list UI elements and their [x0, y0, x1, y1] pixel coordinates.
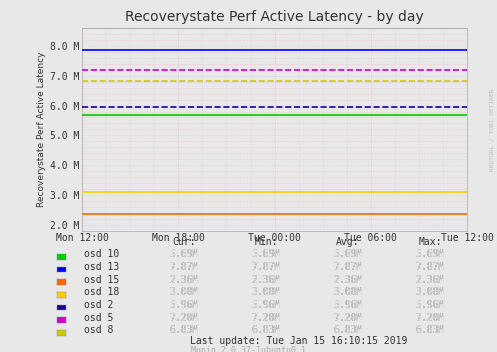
- Text: 5.69M: 5.69M: [251, 249, 281, 259]
- Title: Recoverystate Perf Active Latency - by day: Recoverystate Perf Active Latency - by d…: [125, 10, 424, 24]
- Text: 7.87M: 7.87M: [333, 262, 363, 272]
- Text: Avg:: Avg:: [336, 237, 360, 247]
- Text: 2.36M: 2.36M: [415, 275, 445, 285]
- Text: 3.08M: 3.08M: [169, 287, 199, 297]
- Text: Min:: Min:: [254, 237, 278, 247]
- Text: 7.20M: 7.20M: [251, 313, 281, 323]
- Text: 5.69M: 5.69M: [415, 249, 445, 259]
- Text: 3.08M: 3.08M: [251, 287, 281, 297]
- Text: 7.87M: 7.87M: [415, 262, 445, 272]
- Text: 2.36M: 2.36M: [169, 275, 199, 285]
- Text: 7.87M: 7.87M: [415, 262, 445, 272]
- Text: 3.08M: 3.08M: [333, 287, 363, 297]
- Text: 6.83M: 6.83M: [169, 325, 199, 335]
- Text: 7.87M: 7.87M: [251, 262, 281, 272]
- Text: osd 5: osd 5: [84, 313, 114, 323]
- Text: 7.20M: 7.20M: [251, 313, 281, 323]
- Text: 7.20M: 7.20M: [169, 313, 199, 323]
- Text: 7.87M: 7.87M: [169, 262, 199, 272]
- Text: Max:: Max:: [418, 237, 442, 247]
- Text: 7.20M: 7.20M: [333, 313, 363, 323]
- Text: 5.96M: 5.96M: [169, 300, 199, 310]
- Text: 2.36M: 2.36M: [251, 275, 281, 285]
- Text: 7.20M: 7.20M: [415, 313, 445, 323]
- Text: 7.20M: 7.20M: [169, 313, 199, 323]
- Text: Cur:: Cur:: [172, 237, 196, 247]
- Y-axis label: Recoverystate Perf Active Latency: Recoverystate Perf Active Latency: [37, 52, 46, 207]
- Text: 5.69M: 5.69M: [169, 249, 199, 259]
- Text: 6.83M: 6.83M: [415, 325, 445, 335]
- Text: 5.69M: 5.69M: [251, 249, 281, 259]
- Text: osd 10: osd 10: [84, 249, 120, 259]
- Text: 6.83M: 6.83M: [169, 325, 199, 335]
- Text: osd 15: osd 15: [84, 275, 120, 285]
- Text: 3.08M: 3.08M: [333, 287, 363, 297]
- Text: 5.69M: 5.69M: [333, 249, 363, 259]
- Text: osd 2: osd 2: [84, 300, 114, 310]
- Text: 5.96M: 5.96M: [333, 300, 363, 310]
- Text: 5.96M: 5.96M: [251, 300, 281, 310]
- Text: osd 13: osd 13: [84, 262, 120, 272]
- Text: 2.36M: 2.36M: [333, 275, 363, 285]
- Text: 5.96M: 5.96M: [333, 300, 363, 310]
- Text: 7.87M: 7.87M: [251, 262, 281, 272]
- Text: 6.83M: 6.83M: [415, 325, 445, 335]
- Text: osd 18: osd 18: [84, 287, 120, 297]
- Text: 6.83M: 6.83M: [333, 325, 363, 335]
- Text: 2.36M: 2.36M: [333, 275, 363, 285]
- Text: 5.96M: 5.96M: [415, 300, 445, 310]
- Text: 6.83M: 6.83M: [333, 325, 363, 335]
- Text: 3.08M: 3.08M: [415, 287, 445, 297]
- Text: 2.36M: 2.36M: [415, 275, 445, 285]
- Text: 2.36M: 2.36M: [251, 275, 281, 285]
- Text: Last update: Tue Jan 15 16:10:15 2019: Last update: Tue Jan 15 16:10:15 2019: [189, 336, 407, 346]
- Text: 3.08M: 3.08M: [415, 287, 445, 297]
- Text: 3.08M: 3.08M: [169, 287, 199, 297]
- Text: 2.36M: 2.36M: [169, 275, 199, 285]
- Text: 5.69M: 5.69M: [415, 249, 445, 259]
- Text: 5.96M: 5.96M: [169, 300, 199, 310]
- Text: Munin 2.0.37-1ubuntu0.1: Munin 2.0.37-1ubuntu0.1: [191, 346, 306, 352]
- Text: 7.87M: 7.87M: [333, 262, 363, 272]
- Text: 5.69M: 5.69M: [333, 249, 363, 259]
- Text: 6.83M: 6.83M: [251, 325, 281, 335]
- Text: 7.20M: 7.20M: [333, 313, 363, 323]
- Text: 5.96M: 5.96M: [415, 300, 445, 310]
- Text: osd 8: osd 8: [84, 325, 114, 335]
- Text: 3.08M: 3.08M: [251, 287, 281, 297]
- Text: 6.83M: 6.83M: [251, 325, 281, 335]
- Text: 5.69M: 5.69M: [169, 249, 199, 259]
- Text: 5.96M: 5.96M: [251, 300, 281, 310]
- Text: 7.87M: 7.87M: [169, 262, 199, 272]
- Text: RRDTOOL / TOBI OETIKER: RRDTOOL / TOBI OETIKER: [490, 89, 495, 171]
- Text: 7.20M: 7.20M: [415, 313, 445, 323]
